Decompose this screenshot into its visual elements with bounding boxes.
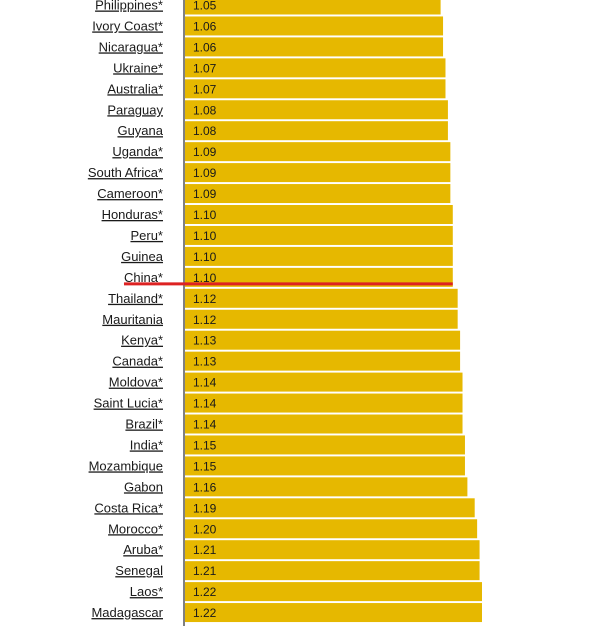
value-label: 1.06 <box>193 19 217 33</box>
value-label: 1.07 <box>193 82 217 96</box>
category-label: Ivory Coast* <box>92 18 163 33</box>
bar-costa-rica <box>185 498 475 518</box>
value-label: 1.09 <box>193 187 217 201</box>
value-label: 1.12 <box>193 313 217 327</box>
bar-guyana <box>185 121 448 141</box>
value-label: 1.08 <box>193 124 217 138</box>
bar-peru <box>185 225 453 245</box>
value-label: 1.22 <box>193 606 217 620</box>
bar-mozambique <box>185 456 465 476</box>
value-label: 1.09 <box>193 145 217 159</box>
value-label: 1.07 <box>193 61 217 75</box>
category-label: Honduras* <box>102 207 163 222</box>
category-label: Saint Lucia* <box>94 396 163 411</box>
value-label: 1.10 <box>193 208 217 222</box>
bars-layer: 1.05 1.06 1.06 1.07 1.07 1.08 1.08 1.09 1.09 1.09… <box>185 0 482 623</box>
bar-senegal <box>185 561 480 581</box>
category-label: South Africa* <box>88 165 163 180</box>
value-label: 1.10 <box>193 271 217 285</box>
category-label: Madagascar <box>91 605 163 620</box>
value-label: 1.19 <box>193 501 217 515</box>
bar-canada <box>185 351 461 371</box>
bar-thailand <box>185 288 458 308</box>
value-label: 1.06 <box>193 40 217 54</box>
bar-india <box>185 435 465 455</box>
value-label: 1.08 <box>193 103 217 117</box>
category-label: Guinea <box>121 249 164 264</box>
bar-saint-lucia <box>185 393 463 413</box>
value-label: 1.16 <box>193 480 217 494</box>
bar-paraguay <box>185 100 448 120</box>
category-label: Kenya* <box>121 333 163 348</box>
category-label: India* <box>130 437 163 452</box>
category-label: Australia* <box>107 81 163 96</box>
category-label: Paraguay <box>107 102 163 117</box>
category-label: Cameroon* <box>97 186 163 201</box>
bar-ukraine <box>185 58 446 78</box>
bar-kenya <box>185 330 461 350</box>
category-label: Mauritania <box>102 312 163 327</box>
category-label: Thailand* <box>108 291 163 306</box>
category-label: Guyana <box>117 123 163 138</box>
category-label: Peru* <box>130 228 163 243</box>
bar-aruba <box>185 540 480 560</box>
value-label: 1.15 <box>193 438 217 452</box>
category-label: Morocco* <box>108 521 163 536</box>
category-label: Brazil* <box>125 417 163 432</box>
category-label: Nicaragua* <box>99 39 163 54</box>
value-label: 1.14 <box>193 397 217 411</box>
value-label: 1.05 <box>193 0 217 13</box>
category-labels-layer: Philippines* Ivory Coast* Nicaragua* Ukrain… <box>88 0 164 620</box>
value-label: 1.10 <box>193 250 217 264</box>
bar-australia <box>185 79 446 99</box>
value-label: 1.13 <box>193 334 217 348</box>
value-label: 1.12 <box>193 292 217 306</box>
value-label: 1.10 <box>193 229 217 243</box>
value-label: 1.09 <box>193 166 217 180</box>
category-label: Philippines* <box>95 0 163 13</box>
bar-brazil <box>185 414 463 434</box>
category-label: Aruba* <box>123 542 163 557</box>
bar-honduras <box>185 205 453 224</box>
value-label: 1.21 <box>193 564 217 578</box>
bar-china <box>185 267 453 287</box>
value-label: 1.21 <box>193 543 217 557</box>
bar-guinea <box>185 246 453 266</box>
category-label: Gabon <box>124 479 163 494</box>
category-label: Canada* <box>112 354 163 369</box>
category-label: Mozambique <box>89 458 163 473</box>
value-label: 1.13 <box>193 355 217 369</box>
value-label: 1.14 <box>193 418 217 432</box>
bar-mauritania <box>185 309 458 329</box>
category-label: Ukraine* <box>113 60 163 75</box>
value-label: 1.22 <box>193 585 217 599</box>
category-label: China* <box>124 270 163 285</box>
value-label: 1.14 <box>193 376 217 390</box>
category-label: Senegal <box>115 563 163 578</box>
bar-gabon <box>185 477 468 497</box>
bar-moldova <box>185 372 463 392</box>
value-label: 1.20 <box>193 522 217 536</box>
bar-nicaragua <box>185 37 444 57</box>
value-label: 1.15 <box>193 459 217 473</box>
bar-madagascar <box>185 603 482 623</box>
bar-south-africa <box>185 163 451 183</box>
category-label: Uganda* <box>112 144 163 159</box>
bar-uganda <box>185 142 451 162</box>
bar-laos <box>185 582 482 602</box>
category-label: Laos* <box>130 584 163 599</box>
bar-philippines <box>185 0 441 15</box>
bar-cameroon <box>185 184 451 204</box>
category-label: Moldova* <box>109 375 163 390</box>
bar-ivory-coast <box>185 16 444 36</box>
bar-morocco <box>185 519 478 539</box>
category-label: Costa Rica* <box>94 500 163 515</box>
